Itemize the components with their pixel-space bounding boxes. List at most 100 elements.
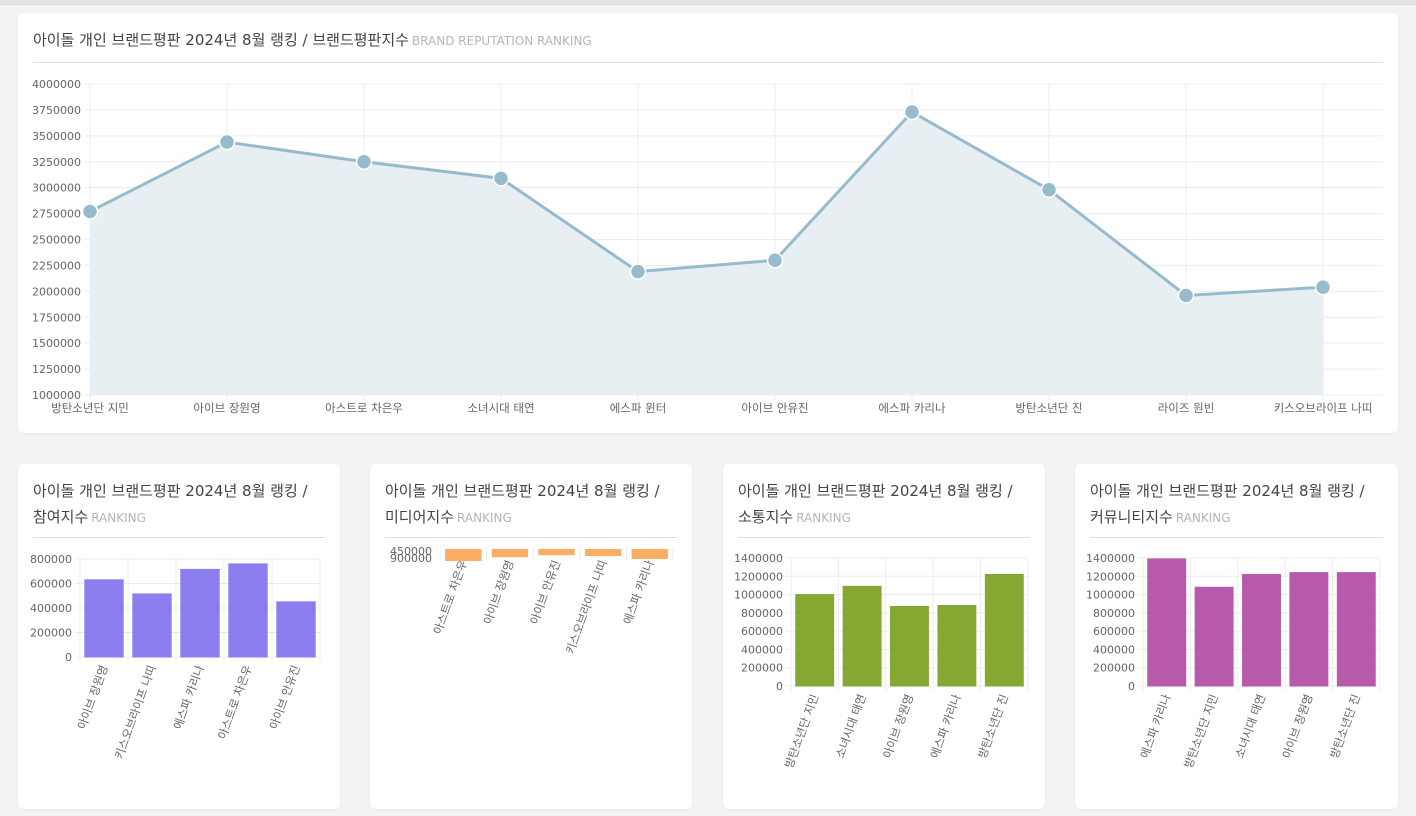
card-title-text: 아이돌 개인 브랜드평판 2024년 8월 랭킹 / 브랜드평판지수 bbox=[33, 31, 409, 49]
series-line bbox=[89, 110, 1324, 298]
bar bbox=[1289, 572, 1329, 687]
brand-reputation-line-chart: 1000000 1250000 1500000 1750000 2000000 22500… bbox=[32, 78, 1383, 415]
card-title: 아이돌 개인 브랜드평판 2024년 8월 랭킹 / 브랜드평판지수 BRAND … bbox=[33, 27, 1383, 54]
card-subtitle: BRAND REPUTATION RANKING bbox=[411, 34, 592, 48]
bar bbox=[1194, 586, 1234, 687]
data-point bbox=[1040, 181, 1058, 198]
bar bbox=[276, 601, 316, 658]
title-divider bbox=[33, 62, 1383, 63]
y-tick-label: 900000 bbox=[390, 552, 432, 565]
x-tick-label: 방탄소년단 진 bbox=[1015, 401, 1082, 415]
x-tick-label: 소녀시대 태연 bbox=[467, 401, 534, 415]
x-tick-label: 에스파 카리나 bbox=[928, 692, 964, 760]
brand-reputation-card: 아이돌 개인 브랜드평판 2024년 8월 랭킹 / 브랜드평판지수 BRAND … bbox=[18, 13, 1398, 433]
x-tick-label: 아이브 장원영 bbox=[75, 663, 111, 731]
y-tick-label: 1000000 bbox=[32, 389, 81, 402]
data-point bbox=[766, 251, 784, 269]
y-tick-label: 200000 bbox=[30, 627, 72, 640]
participation-card: 아이돌 개인 브랜드평판 2024년 8월 랭킹 / 참여지수 RANKING 0… bbox=[18, 464, 340, 809]
x-tick-label: 키스오브라이프 나띠 bbox=[1274, 401, 1373, 415]
title-divider bbox=[385, 537, 677, 538]
x-tick-label: 에스파 카리나 bbox=[620, 558, 656, 626]
y-tick-label: 800000 bbox=[1093, 607, 1135, 620]
x-tick-label: 아이브 장원영 bbox=[481, 558, 517, 626]
y-tick-label: 0 bbox=[65, 651, 72, 664]
bar bbox=[445, 549, 482, 561]
y-tick-label: 0 bbox=[776, 680, 783, 693]
card-subtitle: RANKING bbox=[91, 511, 146, 525]
x-tick-label: 아스트로 차은우 bbox=[325, 401, 403, 415]
x-tick-label: 아스트로 차은우 bbox=[430, 558, 470, 636]
y-tick-label: 800000 bbox=[30, 553, 72, 566]
data-point bbox=[355, 153, 373, 170]
title-divider bbox=[33, 537, 325, 538]
data-point bbox=[81, 203, 99, 220]
x-tick-label: 아이브 안유진 bbox=[741, 401, 808, 415]
data-point bbox=[492, 170, 510, 187]
y-tick-label: 1250000 bbox=[32, 363, 81, 376]
community-card: 아이돌 개인 브랜드평판 2024년 8월 랭킹 / 커뮤니티지수 RANKING… bbox=[1075, 464, 1398, 809]
y-tick-label: 2750000 bbox=[32, 208, 81, 221]
series-area bbox=[90, 111, 1323, 396]
x-tick-label: 방탄소년단 진 bbox=[1327, 692, 1363, 760]
y-tick-label: 4000000 bbox=[32, 78, 81, 91]
card-subtitle: RANKING bbox=[1175, 511, 1231, 525]
title-divider bbox=[1090, 537, 1383, 538]
y-tick-label: 1500000 bbox=[32, 337, 81, 350]
y-tick-label: 2000000 bbox=[32, 285, 81, 298]
y-tick-label: 200000 bbox=[1093, 662, 1135, 675]
x-tick-label: 라이즈 원빈 bbox=[1158, 401, 1215, 415]
bar bbox=[491, 549, 529, 558]
x-tick-label: 방탄소년단 지민 bbox=[1181, 692, 1221, 770]
x-tick-label: 에스파 윈터 bbox=[610, 401, 667, 415]
bar bbox=[228, 563, 268, 658]
x-tick-label: 소녀시대 태연 bbox=[833, 692, 869, 760]
x-tick-label: 아스트로 차은우 bbox=[215, 663, 255, 741]
bar bbox=[84, 579, 124, 658]
bar bbox=[132, 593, 172, 658]
x-tick-label: 아이브 장원영 bbox=[880, 692, 916, 760]
data-point bbox=[1314, 278, 1332, 296]
x-tick-label: 에스파 카리나 bbox=[1137, 692, 1173, 760]
bar bbox=[584, 549, 622, 556]
card-title: 아이돌 개인 브랜드평판 2024년 8월 랭킹 / 미디어지수 RANKING bbox=[385, 478, 677, 531]
x-tick-label: 소녀시대 태연 bbox=[1232, 692, 1268, 760]
y-tick-label: 3750000 bbox=[32, 104, 81, 117]
data-point bbox=[218, 133, 236, 151]
card-subtitle: RANKING bbox=[796, 511, 851, 525]
bar bbox=[984, 573, 1024, 687]
y-tick-label: 800000 bbox=[741, 607, 783, 620]
x-tick-label: 에스파 카리나 bbox=[171, 663, 207, 731]
y-tick-label: 3500000 bbox=[32, 130, 81, 143]
communication-bar-chart: 0 200000 400000 600000 800000 1000000 1200000 1… bbox=[734, 552, 1029, 770]
x-tick-label: 아이브 장원영 bbox=[1280, 692, 1316, 760]
bar bbox=[795, 594, 835, 687]
x-tick-label: 방탄소년단 지민 bbox=[782, 692, 822, 770]
x-tick-label: 아이브 장원영 bbox=[193, 401, 260, 415]
x-tick-label: 방탄소년단 지민 bbox=[51, 401, 129, 415]
x-tick-label: 키스오브라이프 나띠 bbox=[112, 663, 159, 761]
title-divider bbox=[738, 537, 1030, 538]
x-tick-label: 아이브 안유진 bbox=[267, 663, 303, 731]
bar bbox=[890, 605, 929, 687]
y-tick-label: 400000 bbox=[1093, 643, 1135, 656]
y-tick-label: 3000000 bbox=[32, 182, 81, 195]
bar bbox=[538, 549, 575, 556]
y-tick-label: 600000 bbox=[30, 578, 72, 591]
x-tick-label: 에스파 카리나 bbox=[878, 401, 946, 415]
bar bbox=[1147, 558, 1187, 687]
y-tick-label: 1200000 bbox=[734, 570, 783, 583]
community-bar-chart: 0 200000 400000 600000 800000 1000000 1200000 1… bbox=[1086, 552, 1381, 770]
data-point bbox=[629, 263, 647, 280]
bar bbox=[842, 585, 882, 687]
x-tick-label: 아이브 안유진 bbox=[527, 558, 563, 626]
y-tick-label: 1400000 bbox=[734, 552, 783, 565]
y-tick-label: 400000 bbox=[30, 602, 72, 615]
y-tick-label: 1000000 bbox=[734, 589, 783, 602]
y-tick-label: 1400000 bbox=[1086, 552, 1135, 565]
y-tick-label: 450000 bbox=[390, 545, 432, 558]
y-tick-label: 600000 bbox=[1093, 625, 1135, 638]
top-border bbox=[0, 0, 1416, 5]
y-tick-label: 2250000 bbox=[32, 259, 81, 272]
card-title-text: 아이돌 개인 브랜드평판 2024년 8월 랭킹 / 미디어지수 bbox=[385, 482, 660, 526]
